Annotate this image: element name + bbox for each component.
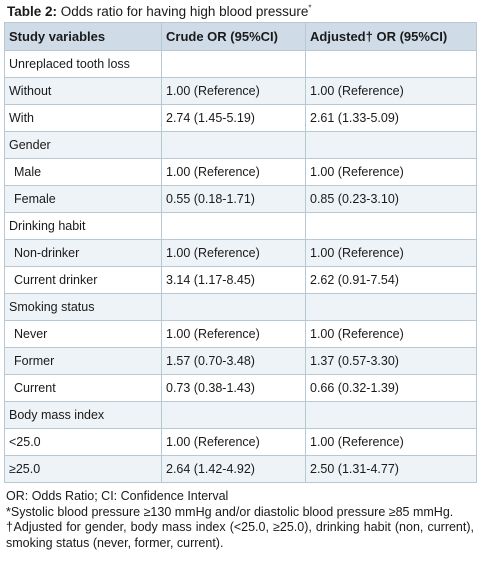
column-header-variables: Study variables xyxy=(4,22,162,51)
row-label: With xyxy=(4,104,162,132)
caption-text: Odds ratio for having high blood pressur… xyxy=(57,4,309,19)
table-row: With 2.74 (1.45-5.19) 2.61 (1.33-5.09) xyxy=(4,104,477,132)
crude-or-cell: 0.73 (0.38-1.43) xyxy=(161,374,306,402)
row-label: <25.0 xyxy=(4,428,162,456)
caption-label: Table 2: xyxy=(7,4,58,19)
crude-or-cell xyxy=(161,293,306,321)
group-label: Drinking habit xyxy=(4,212,162,240)
adjusted-or-cell xyxy=(305,131,477,159)
crude-or-cell: 1.00 (Reference) xyxy=(161,428,306,456)
table-row: ≥25.0 2.64 (1.42-4.92) 2.50 (1.31-4.77) xyxy=(4,455,477,483)
group-label: Unreplaced tooth loss xyxy=(4,50,162,78)
column-header-adjusted-or: Adjusted† OR (95%CI) xyxy=(305,22,477,51)
adjusted-or-cell: 2.50 (1.31-4.77) xyxy=(305,455,477,483)
adjusted-or-cell: 1.37 (0.57-3.30) xyxy=(305,347,477,375)
crude-or-cell: 3.14 (1.17-8.45) xyxy=(161,266,306,294)
row-label: Non-drinker xyxy=(4,239,162,267)
crude-or-cell xyxy=(161,50,306,78)
adjusted-or-cell: 1.00 (Reference) xyxy=(305,320,477,348)
crude-or-cell: 1.57 (0.70-3.48) xyxy=(161,347,306,375)
table-row: Female 0.55 (0.18-1.71) 0.85 (0.23-3.10) xyxy=(4,185,477,213)
abbreviation-note: OR: Odds Ratio; CI: Confidence Interval xyxy=(6,489,229,503)
adjusted-or-cell xyxy=(305,293,477,321)
crude-or-cell: 2.64 (1.42-4.92) xyxy=(161,455,306,483)
adjusted-or-cell: 0.66 (0.32-1.39) xyxy=(305,374,477,402)
row-label: Current drinker xyxy=(4,266,162,294)
column-header-crude-or: Crude OR (95%CI) xyxy=(161,22,306,51)
adjusted-or-cell: 1.00 (Reference) xyxy=(305,428,477,456)
high-blood-pressure-definition-note: *Systolic blood pressure ≥130 mmHg and/o… xyxy=(6,504,454,519)
row-label: Former xyxy=(4,347,162,375)
table-row: Never 1.00 (Reference) 1.00 (Reference) xyxy=(4,320,477,348)
row-label: Female xyxy=(4,185,162,213)
table-row: Unreplaced tooth loss xyxy=(4,50,477,78)
row-label: ≥25.0 xyxy=(4,455,162,483)
crude-or-cell: 2.74 (1.45-5.19) xyxy=(161,104,306,132)
table-footnotes: OR: Odds Ratio; CI: Confidence Interval … xyxy=(6,489,474,551)
group-label: Smoking status xyxy=(4,293,162,321)
crude-or-cell xyxy=(161,401,306,429)
crude-or-cell: 1.00 (Reference) xyxy=(161,320,306,348)
table-row: Body mass index xyxy=(4,401,477,429)
table-row: Drinking habit xyxy=(4,212,477,240)
table-row: <25.0 1.00 (Reference) 1.00 (Reference) xyxy=(4,428,477,456)
crude-or-cell: 1.00 (Reference) xyxy=(161,158,306,186)
table-header-row: Study variables Crude OR (95%CI) Adjuste… xyxy=(4,22,477,51)
row-label: Without xyxy=(4,77,162,105)
table-row: Former 1.57 (0.70-3.48) 1.37 (0.57-3.30) xyxy=(4,347,477,375)
adjusted-or-cell xyxy=(305,50,477,78)
adjusted-or-cell xyxy=(305,212,477,240)
row-label: Never xyxy=(4,320,162,348)
row-label: Current xyxy=(4,374,162,402)
crude-or-cell: 0.55 (0.18-1.71) xyxy=(161,185,306,213)
crude-or-cell xyxy=(161,212,306,240)
adjusted-or-cell: 0.85 (0.23-3.10) xyxy=(305,185,477,213)
table-caption: Table 2: Odds ratio for having high bloo… xyxy=(7,3,312,20)
odds-ratio-table: Study variables Crude OR (95%CI) Adjuste… xyxy=(4,22,477,483)
caption-footnote-mark: * xyxy=(308,3,312,13)
group-label: Body mass index xyxy=(4,401,162,429)
row-label: Male xyxy=(4,158,162,186)
table-row: Smoking status xyxy=(4,293,477,321)
table-row: Current drinker 3.14 (1.17-8.45) 2.62 (0… xyxy=(4,266,477,294)
table-row: Current 0.73 (0.38-1.43) 0.66 (0.32-1.39… xyxy=(4,374,477,402)
group-label: Gender xyxy=(4,131,162,159)
adjusted-or-cell xyxy=(305,401,477,429)
crude-or-cell xyxy=(161,131,306,159)
crude-or-cell: 1.00 (Reference) xyxy=(161,77,306,105)
adjusted-or-cell: 1.00 (Reference) xyxy=(305,158,477,186)
table-row: Without 1.00 (Reference) 1.00 (Reference… xyxy=(4,77,477,105)
adjusted-or-cell: 1.00 (Reference) xyxy=(305,239,477,267)
adjusted-or-cell: 1.00 (Reference) xyxy=(305,77,477,105)
adjustment-note: †Adjusted for gender, body mass index (<… xyxy=(6,520,474,550)
table-row: Male 1.00 (Reference) 1.00 (Reference) xyxy=(4,158,477,186)
adjusted-or-cell: 2.62 (0.91-7.54) xyxy=(305,266,477,294)
adjusted-or-cell: 2.61 (1.33-5.09) xyxy=(305,104,477,132)
table-row: Gender xyxy=(4,131,477,159)
table-row: Non-drinker 1.00 (Reference) 1.00 (Refer… xyxy=(4,239,477,267)
crude-or-cell: 1.00 (Reference) xyxy=(161,239,306,267)
